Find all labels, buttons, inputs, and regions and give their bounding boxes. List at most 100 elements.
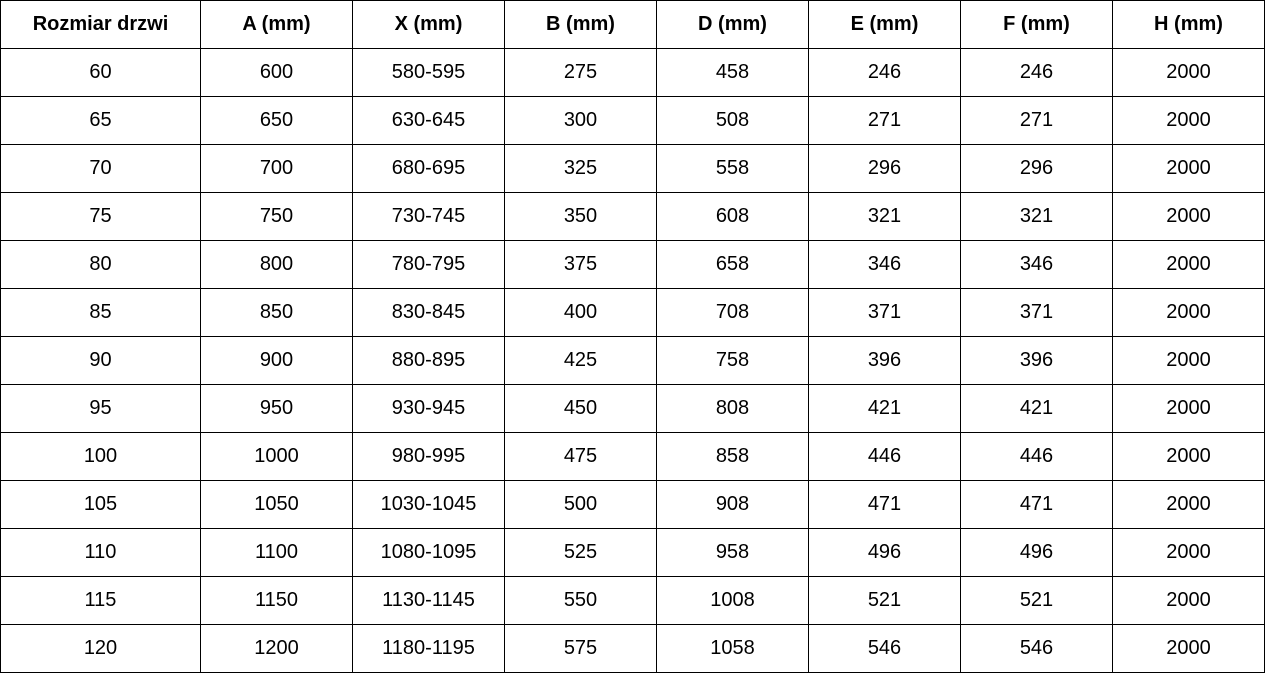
table-cell: 325 [504, 144, 657, 193]
table-cell: 496 [808, 528, 961, 577]
table-cell: 630-645 [352, 96, 505, 145]
table-cell: 80 [0, 240, 201, 289]
table-cell: 680-695 [352, 144, 505, 193]
table-row: 115 1150 1130-1145 550 1008 521 521 2000 [0, 576, 1265, 625]
table-cell: 421 [960, 384, 1113, 433]
table-cell: 350 [504, 192, 657, 241]
table-cell: 575 [504, 624, 657, 673]
table-cell: 1130-1145 [352, 576, 505, 625]
table-cell: 1080-1095 [352, 528, 505, 577]
table-cell: 1058 [656, 624, 809, 673]
table-row: 110 1100 1080-1095 525 958 496 496 2000 [0, 528, 1265, 577]
table-cell: 300 [504, 96, 657, 145]
table-cell: 246 [960, 48, 1113, 97]
table-cell: 100 [0, 432, 201, 481]
table-cell: 1200 [200, 624, 353, 673]
table-cell: 65 [0, 96, 201, 145]
table-cell: 375 [504, 240, 657, 289]
table-cell: 750 [200, 192, 353, 241]
table-row: 70 700 680-695 325 558 296 296 2000 [0, 144, 1265, 193]
table-cell: 546 [960, 624, 1113, 673]
table-cell: 508 [656, 96, 809, 145]
table-row: 105 1050 1030-1045 500 908 471 471 2000 [0, 480, 1265, 529]
table-cell: 471 [960, 480, 1113, 529]
table-cell: 2000 [1112, 240, 1265, 289]
table-cell: 500 [504, 480, 657, 529]
table-cell: 120 [0, 624, 201, 673]
table-row: 80 800 780-795 375 658 346 346 2000 [0, 240, 1265, 289]
table-cell: 475 [504, 432, 657, 481]
column-header: X (mm) [352, 0, 505, 49]
table-row: 90 900 880-895 425 758 396 396 2000 [0, 336, 1265, 385]
table-cell: 521 [808, 576, 961, 625]
column-header: E (mm) [808, 0, 961, 49]
table-cell: 2000 [1112, 144, 1265, 193]
table-cell: 321 [960, 192, 1113, 241]
table-cell: 2000 [1112, 96, 1265, 145]
table-cell: 458 [656, 48, 809, 97]
table-cell: 2000 [1112, 48, 1265, 97]
table-cell: 371 [960, 288, 1113, 337]
table-cell: 246 [808, 48, 961, 97]
table-row: 65 650 630-645 300 508 271 271 2000 [0, 96, 1265, 145]
table-cell: 600 [200, 48, 353, 97]
table-cell: 1050 [200, 480, 353, 529]
table-cell: 296 [960, 144, 1113, 193]
table-cell: 496 [960, 528, 1113, 577]
table-cell: 70 [0, 144, 201, 193]
column-header: D (mm) [656, 0, 809, 49]
column-header: Rozmiar drzwi [0, 0, 201, 49]
table-cell: 525 [504, 528, 657, 577]
table-cell: 296 [808, 144, 961, 193]
table-cell: 758 [656, 336, 809, 385]
table-cell: 608 [656, 192, 809, 241]
table-cell: 115 [0, 576, 201, 625]
table-cell: 471 [808, 480, 961, 529]
table-cell: 2000 [1112, 432, 1265, 481]
table-cell: 1000 [200, 432, 353, 481]
table-cell: 2000 [1112, 288, 1265, 337]
table-cell: 880-895 [352, 336, 505, 385]
table-cell: 958 [656, 528, 809, 577]
table-cell: 850 [200, 288, 353, 337]
table-cell: 950 [200, 384, 353, 433]
table-cell: 271 [808, 96, 961, 145]
table-row: 100 1000 980-995 475 858 446 446 2000 [0, 432, 1265, 481]
table-cell: 90 [0, 336, 201, 385]
table-cell: 930-945 [352, 384, 505, 433]
table-cell: 271 [960, 96, 1113, 145]
table-row: 95 950 930-945 450 808 421 421 2000 [0, 384, 1265, 433]
table-cell: 558 [656, 144, 809, 193]
table-cell: 396 [808, 336, 961, 385]
table-cell: 421 [808, 384, 961, 433]
table-cell: 2000 [1112, 528, 1265, 577]
table-cell: 2000 [1112, 624, 1265, 673]
column-header: A (mm) [200, 0, 353, 49]
table-cell: 658 [656, 240, 809, 289]
table-row: 120 1200 1180-1195 575 1058 546 546 2000 [0, 624, 1265, 673]
table-cell: 730-745 [352, 192, 505, 241]
table-row: 75 750 730-745 350 608 321 321 2000 [0, 192, 1265, 241]
table-cell: 2000 [1112, 336, 1265, 385]
table-cell: 275 [504, 48, 657, 97]
table-cell: 60 [0, 48, 201, 97]
table-cell: 546 [808, 624, 961, 673]
table-cell: 371 [808, 288, 961, 337]
table-cell: 650 [200, 96, 353, 145]
table-row: 60 600 580-595 275 458 246 246 2000 [0, 48, 1265, 97]
table-cell: 521 [960, 576, 1113, 625]
table-cell: 321 [808, 192, 961, 241]
table-cell: 450 [504, 384, 657, 433]
table-cell: 110 [0, 528, 201, 577]
table-cell: 105 [0, 480, 201, 529]
table-cell: 85 [0, 288, 201, 337]
table-cell: 858 [656, 432, 809, 481]
table-header-row: Rozmiar drzwi A (mm) X (mm) B (mm) D (mm) E (… [0, 0, 1265, 49]
table-cell: 400 [504, 288, 657, 337]
table-cell: 346 [808, 240, 961, 289]
table-cell: 1008 [656, 576, 809, 625]
table-cell: 446 [808, 432, 961, 481]
table-cell: 2000 [1112, 384, 1265, 433]
table-cell: 1150 [200, 576, 353, 625]
table-cell: 830-845 [352, 288, 505, 337]
